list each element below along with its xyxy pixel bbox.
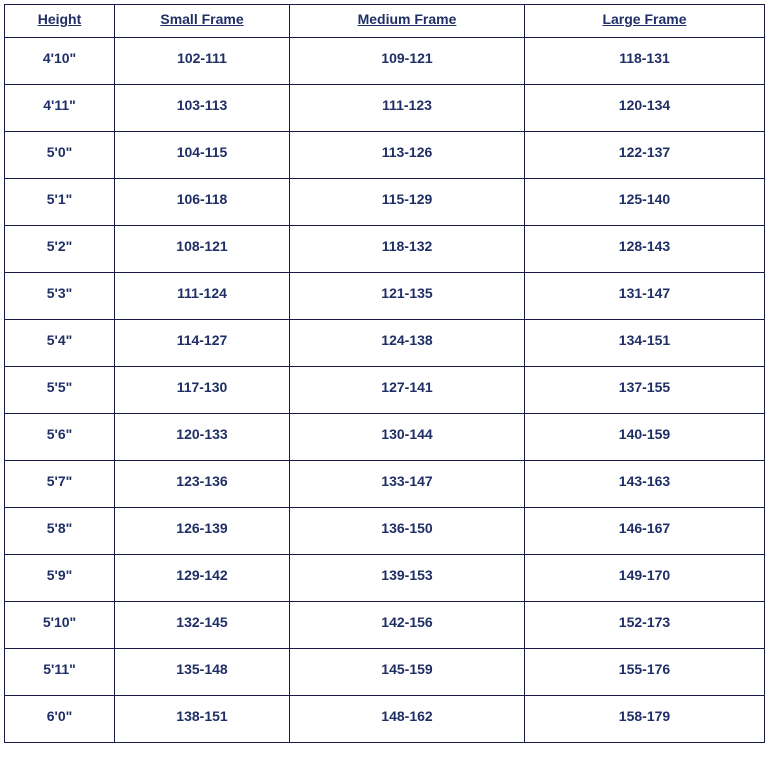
cell-value: 109-121	[290, 38, 525, 85]
cell-value: 102-111	[115, 38, 290, 85]
cell-value: 122-137	[525, 132, 765, 179]
col-header-medium-frame: Medium Frame	[290, 5, 525, 38]
cell-height: 5'10"	[5, 602, 115, 649]
cell-height: 5'1"	[5, 179, 115, 226]
cell-value: 140-159	[525, 414, 765, 461]
cell-value: 143-163	[525, 461, 765, 508]
table-row: 5'4"114-127124-138134-151	[5, 320, 765, 367]
col-header-small-frame: Small Frame	[115, 5, 290, 38]
table-row: 5'11"135-148145-159155-176	[5, 649, 765, 696]
cell-value: 131-147	[525, 273, 765, 320]
table-row: 5'6"120-133130-144140-159	[5, 414, 765, 461]
table-row: 5'5"117-130127-141137-155	[5, 367, 765, 414]
cell-value: 124-138	[290, 320, 525, 367]
cell-value: 114-127	[115, 320, 290, 367]
cell-value: 134-151	[525, 320, 765, 367]
cell-value: 149-170	[525, 555, 765, 602]
cell-value: 133-147	[290, 461, 525, 508]
cell-height: 5'2"	[5, 226, 115, 273]
cell-height: 5'5"	[5, 367, 115, 414]
cell-value: 115-129	[290, 179, 525, 226]
cell-value: 103-113	[115, 85, 290, 132]
cell-value: 117-130	[115, 367, 290, 414]
cell-value: 138-151	[115, 696, 290, 743]
cell-value: 136-150	[290, 508, 525, 555]
cell-value: 145-159	[290, 649, 525, 696]
cell-value: 106-118	[115, 179, 290, 226]
cell-value: 146-167	[525, 508, 765, 555]
cell-value: 130-144	[290, 414, 525, 461]
table-row: 5'1"106-118115-129125-140	[5, 179, 765, 226]
cell-value: 113-126	[290, 132, 525, 179]
cell-height: 5'11"	[5, 649, 115, 696]
cell-height: 6'0"	[5, 696, 115, 743]
cell-value: 118-131	[525, 38, 765, 85]
cell-value: 152-173	[525, 602, 765, 649]
cell-height: 5'8"	[5, 508, 115, 555]
cell-value: 126-139	[115, 508, 290, 555]
cell-value: 111-123	[290, 85, 525, 132]
cell-value: 137-155	[525, 367, 765, 414]
col-header-height: Height	[5, 5, 115, 38]
cell-value: 111-124	[115, 273, 290, 320]
table-row: 5'0"104-115113-126122-137	[5, 132, 765, 179]
table-row: 6'0"138-151148-162158-179	[5, 696, 765, 743]
cell-height: 5'7"	[5, 461, 115, 508]
cell-value: 121-135	[290, 273, 525, 320]
cell-height: 4'11"	[5, 85, 115, 132]
table-row: 5'3"111-124121-135131-147	[5, 273, 765, 320]
cell-value: 155-176	[525, 649, 765, 696]
cell-value: 123-136	[115, 461, 290, 508]
cell-value: 120-134	[525, 85, 765, 132]
cell-value: 142-156	[290, 602, 525, 649]
col-header-large-frame: Large Frame	[525, 5, 765, 38]
cell-value: 139-153	[290, 555, 525, 602]
cell-value: 148-162	[290, 696, 525, 743]
cell-value: 128-143	[525, 226, 765, 273]
table-row: 4'11"103-113111-123120-134	[5, 85, 765, 132]
cell-value: 132-145	[115, 602, 290, 649]
cell-value: 108-121	[115, 226, 290, 273]
cell-value: 118-132	[290, 226, 525, 273]
cell-value: 125-140	[525, 179, 765, 226]
table-body: 4'10"102-111109-121118-1314'11"103-11311…	[5, 38, 765, 743]
cell-height: 5'3"	[5, 273, 115, 320]
cell-value: 120-133	[115, 414, 290, 461]
cell-height: 5'4"	[5, 320, 115, 367]
cell-value: 135-148	[115, 649, 290, 696]
table-row: 5'7"123-136133-147143-163	[5, 461, 765, 508]
cell-value: 127-141	[290, 367, 525, 414]
cell-height: 5'9"	[5, 555, 115, 602]
table-row: 5'2"108-121118-132128-143	[5, 226, 765, 273]
table-header-row: Height Small Frame Medium Frame Large Fr…	[5, 5, 765, 38]
cell-value: 129-142	[115, 555, 290, 602]
table-row: 4'10"102-111109-121118-131	[5, 38, 765, 85]
table-row: 5'8"126-139136-150146-167	[5, 508, 765, 555]
cell-height: 4'10"	[5, 38, 115, 85]
table-row: 5'9"129-142139-153149-170	[5, 555, 765, 602]
cell-value: 104-115	[115, 132, 290, 179]
table-row: 5'10"132-145142-156152-173	[5, 602, 765, 649]
height-frame-table: Height Small Frame Medium Frame Large Fr…	[4, 4, 765, 743]
cell-height: 5'6"	[5, 414, 115, 461]
cell-height: 5'0"	[5, 132, 115, 179]
cell-value: 158-179	[525, 696, 765, 743]
